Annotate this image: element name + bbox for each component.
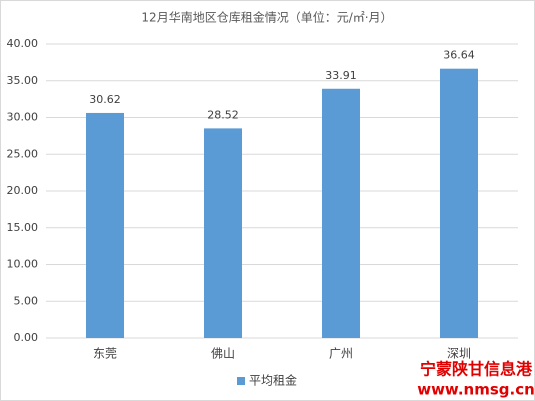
bar [86, 112, 124, 339]
watermark-url: www.nmsg.cn [417, 381, 535, 399]
data-label: 33.91 [325, 69, 357, 82]
y-tick-label: 35.00 [7, 74, 39, 87]
x-tick-label: 深圳 [447, 347, 471, 361]
y-tick-label: 40.00 [7, 37, 39, 50]
bar [204, 128, 242, 338]
bar [322, 88, 360, 338]
data-label: 30.62 [89, 93, 121, 106]
data-label: 36.64 [443, 49, 475, 62]
watermark-name: 宁蒙陕甘信息港 [420, 360, 533, 379]
chart-title: 12月华南地区仓库租金情况（单位：元/㎡·月） [141, 10, 392, 25]
y-tick-label: 30.00 [7, 111, 39, 124]
y-tick-label: 25.00 [7, 147, 39, 160]
y-tick-label: 0.00 [14, 331, 39, 344]
data-label: 28.52 [207, 108, 239, 121]
y-tick-label: 5.00 [14, 294, 39, 307]
y-tick-label: 10.00 [7, 258, 39, 271]
y-tick-label: 20.00 [7, 184, 39, 197]
y-tick-label: 15.00 [7, 221, 39, 234]
x-tick-label: 佛山 [211, 347, 235, 361]
bar [440, 68, 478, 339]
x-tick-label: 东莞 [93, 347, 117, 361]
legend-label: 平均租金 [249, 373, 297, 388]
x-tick-label: 广州 [329, 347, 353, 361]
legend-swatch [237, 377, 245, 385]
